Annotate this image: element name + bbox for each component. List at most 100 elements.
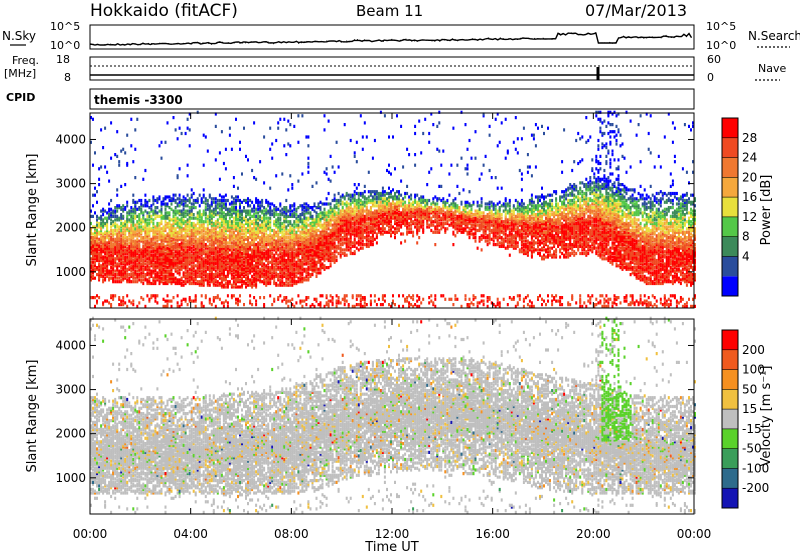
heatmap-cell xyxy=(98,262,100,265)
heatmap-cell xyxy=(118,270,120,273)
heatmap-cell xyxy=(201,240,203,243)
heatmap-cell xyxy=(370,199,372,202)
heatmap-cell xyxy=(245,285,247,288)
heatmap-cell xyxy=(312,248,314,251)
heatmap-cell xyxy=(199,248,201,251)
heatmap-cell xyxy=(354,210,356,213)
heatmap-cell xyxy=(177,217,179,220)
heatmap-cell xyxy=(316,238,318,241)
heatmap-cell xyxy=(221,224,223,227)
nave-label: Nave xyxy=(758,62,786,75)
heatmap-cell xyxy=(112,220,114,223)
heatmap-cell xyxy=(340,247,342,250)
heatmap-cell xyxy=(271,210,273,213)
heatmap-cell xyxy=(148,280,150,283)
heatmap-cell xyxy=(261,217,263,220)
heatmap-cell xyxy=(245,243,247,246)
heatmap-cell xyxy=(364,296,366,299)
heatmap-cell xyxy=(205,231,207,234)
heatmap-cell xyxy=(219,151,221,154)
heatmap-cell xyxy=(328,232,330,235)
heatmap-cell xyxy=(106,171,108,174)
heatmap-cell xyxy=(229,224,231,227)
heatmap-cell xyxy=(142,282,144,285)
heatmap-cell xyxy=(364,195,366,198)
heatmap-cell xyxy=(271,303,273,306)
heatmap-cell xyxy=(229,220,231,223)
heatmap-cell xyxy=(187,213,189,216)
heatmap-cell xyxy=(146,201,148,204)
heatmap-cell xyxy=(287,120,289,123)
heatmap-cell xyxy=(263,232,265,235)
heatmap-cell xyxy=(344,210,346,213)
heatmap-cell xyxy=(318,303,320,306)
heatmap-cell xyxy=(320,201,322,204)
heatmap-cell xyxy=(183,218,185,221)
heatmap-cell xyxy=(344,303,346,306)
heatmap-cell xyxy=(249,222,251,225)
heatmap-cell xyxy=(253,121,255,124)
heatmap-cell xyxy=(291,298,293,301)
heatmap-cell xyxy=(110,303,112,306)
heatmap-cell xyxy=(330,262,332,265)
heatmap-cell xyxy=(203,134,205,137)
heatmap-cell xyxy=(265,220,267,223)
heatmap-cell xyxy=(102,262,104,265)
heatmap-cell xyxy=(231,245,233,248)
noise-right-tick-bottom: 10^0 xyxy=(706,39,736,52)
heatmap-cell xyxy=(293,268,295,271)
heatmap-cell xyxy=(128,266,130,269)
heatmap-cell xyxy=(263,135,265,138)
heatmap-cell xyxy=(295,261,297,264)
heatmap-cell xyxy=(316,298,318,301)
heatmap-cell xyxy=(259,160,261,163)
heatmap-cell xyxy=(289,213,291,216)
heatmap-cell xyxy=(201,234,203,237)
heatmap-cell xyxy=(142,178,144,181)
heatmap-cell xyxy=(104,277,106,280)
heatmap-cell xyxy=(225,167,227,170)
heatmap-cell xyxy=(102,208,104,211)
heatmap-cell xyxy=(307,266,309,269)
heatmap-cell xyxy=(243,255,245,258)
heatmap-cell xyxy=(320,211,322,214)
heatmap-cell xyxy=(146,264,148,267)
heatmap-cell xyxy=(112,238,114,241)
heatmap-cell xyxy=(205,211,207,214)
heatmap-cell xyxy=(289,252,291,255)
heatmap-cell xyxy=(233,294,235,297)
heatmap-cell xyxy=(187,240,189,243)
heatmap-cell xyxy=(328,238,330,241)
heatmap-cell xyxy=(376,241,378,244)
heatmap-cell xyxy=(148,218,150,221)
heatmap-cell xyxy=(138,240,140,243)
heatmap-cell xyxy=(352,194,354,197)
heatmap-cell xyxy=(307,277,309,280)
heatmap-cell xyxy=(209,229,211,232)
heatmap-cell xyxy=(211,201,213,204)
heatmap-cell xyxy=(92,204,94,207)
heatmap-cell xyxy=(118,280,120,283)
heatmap-cell xyxy=(96,273,98,276)
heatmap-cell xyxy=(138,254,140,257)
heatmap-cell xyxy=(205,250,207,253)
heatmap-cell xyxy=(376,232,378,235)
heatmap-cell xyxy=(179,204,181,207)
heatmap-cell xyxy=(265,217,267,220)
heatmap-cell xyxy=(273,262,275,265)
heatmap-cell xyxy=(263,206,265,209)
heatmap-cell xyxy=(209,218,211,221)
heatmap-cell xyxy=(320,231,322,234)
heatmap-cell xyxy=(340,301,342,304)
noise-panel-frame xyxy=(90,25,694,49)
heatmap-cell xyxy=(354,227,356,230)
heatmap-cell xyxy=(102,275,104,278)
heatmap-cell xyxy=(275,231,277,234)
heatmap-cell xyxy=(94,296,96,299)
heatmap-cell xyxy=(305,303,307,306)
heatmap-cell xyxy=(344,123,346,126)
heatmap-cell xyxy=(231,201,233,204)
heatmap-cell xyxy=(287,236,289,239)
heatmap-cell xyxy=(342,241,344,244)
heatmap-cell xyxy=(219,298,221,301)
